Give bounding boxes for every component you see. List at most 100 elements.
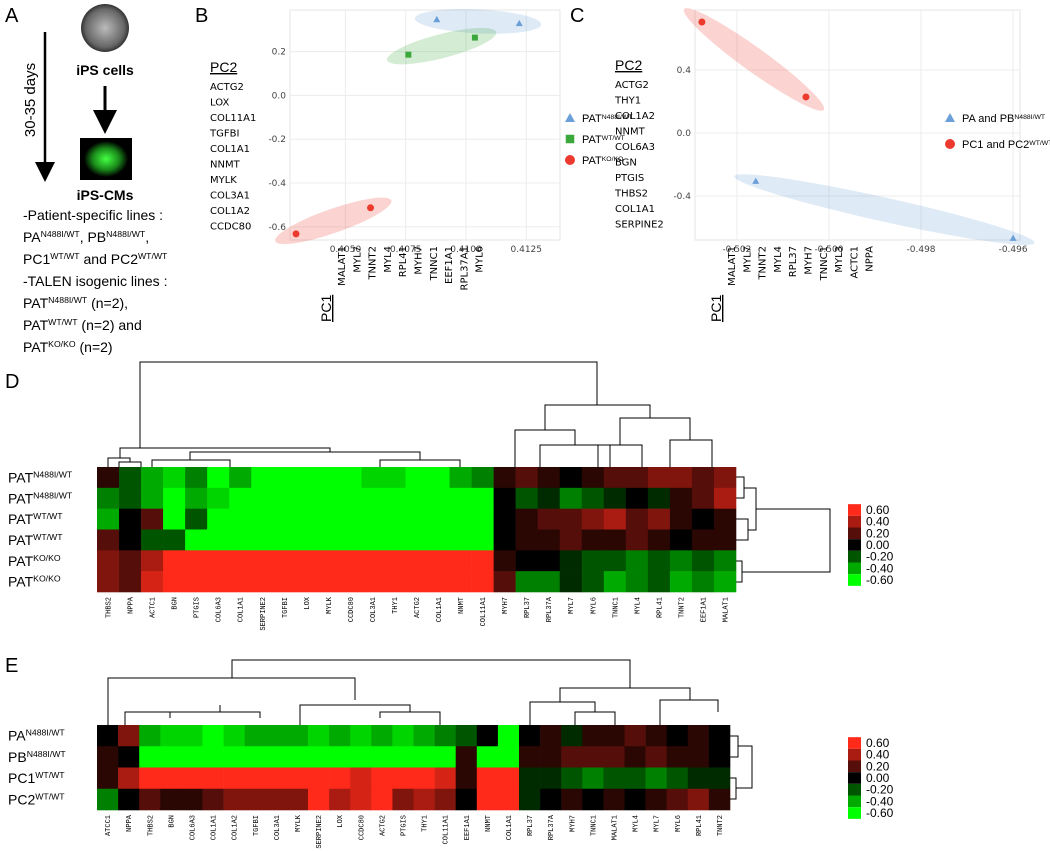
heat-cell bbox=[427, 467, 450, 489]
legend-label: PA and PBN488I/WT bbox=[962, 113, 1045, 125]
heat-cell bbox=[383, 467, 406, 489]
heat-cell bbox=[119, 550, 142, 572]
x-gene: MALAT1 bbox=[727, 246, 738, 286]
heat-cell bbox=[265, 767, 288, 790]
heat-cell bbox=[519, 767, 541, 790]
heat-cell bbox=[361, 529, 384, 551]
heat-cell bbox=[405, 529, 428, 551]
heat-cell bbox=[537, 487, 561, 509]
colorbar-swatch bbox=[848, 737, 861, 749]
y-tick-label: -0.4 bbox=[268, 179, 286, 189]
column-label: EEF1A1 bbox=[464, 815, 472, 840]
column-label: ATCC1 bbox=[105, 815, 113, 836]
heat-cell bbox=[471, 467, 494, 489]
column-label: TNNC1 bbox=[612, 597, 620, 618]
superscript: N488I/WT bbox=[106, 229, 146, 239]
x-gene: EEF1A1 bbox=[444, 246, 455, 284]
column-label: RPL37 bbox=[527, 815, 535, 836]
heat-cell bbox=[647, 467, 671, 489]
heat-cell bbox=[687, 725, 710, 747]
y-gene: COL6A3 bbox=[615, 142, 655, 153]
heat-cell bbox=[645, 746, 667, 768]
heat-cell bbox=[540, 767, 562, 790]
column-label: EEF1A1 bbox=[700, 597, 708, 622]
column-label: TGFBI bbox=[282, 597, 290, 618]
heat-cell bbox=[647, 571, 671, 593]
y-gene: NNMT bbox=[615, 127, 646, 138]
heat-cell bbox=[647, 487, 671, 509]
column-label: MYLK bbox=[326, 596, 334, 614]
heat-cell bbox=[244, 746, 267, 768]
heat-cell bbox=[163, 467, 186, 489]
heat-cell bbox=[691, 529, 715, 551]
heat-cell bbox=[603, 550, 627, 572]
heat-cell bbox=[308, 788, 330, 811]
legend-marker bbox=[565, 113, 575, 122]
x-gene: MYH7 bbox=[414, 246, 425, 275]
column-label: COL3A1 bbox=[370, 597, 378, 622]
heat-cell bbox=[708, 788, 731, 811]
heat-cell bbox=[559, 487, 583, 509]
heat-cell bbox=[118, 788, 140, 811]
heat-cell bbox=[471, 508, 494, 530]
y-tick-label: -0.6 bbox=[268, 223, 286, 233]
heat-cell bbox=[449, 571, 472, 593]
legend-marker bbox=[945, 139, 955, 149]
text-part: -TALEN isogenic lines : bbox=[23, 273, 167, 289]
y-gene: COL1A2 bbox=[615, 111, 655, 122]
text-part: PC1 bbox=[8, 770, 35, 786]
heat-cell bbox=[339, 550, 362, 572]
heat-cell bbox=[97, 767, 119, 790]
colorbar-label: 0.00 bbox=[866, 538, 890, 552]
heat-cell bbox=[666, 767, 689, 790]
heat-cell bbox=[181, 746, 203, 768]
superscript: WT/WT bbox=[138, 251, 168, 261]
legend-marker bbox=[565, 155, 575, 165]
row-label: PAN488I/WT bbox=[8, 728, 65, 744]
y-gene: THBS2 bbox=[614, 189, 648, 200]
point bbox=[1009, 234, 1017, 241]
y-gene: THY1 bbox=[614, 96, 641, 107]
colorbar-swatch bbox=[848, 772, 861, 784]
text-part: PC1 bbox=[23, 251, 50, 267]
x-gene: MYL3 bbox=[834, 246, 845, 273]
column-label: MYL6 bbox=[675, 815, 683, 832]
heat-cell bbox=[273, 467, 296, 489]
line-description: PATN488I/WT (n=2), bbox=[23, 295, 128, 311]
text-part: -Patient-specific lines : bbox=[23, 207, 163, 223]
heat-cell bbox=[581, 508, 605, 530]
panel-label: D bbox=[5, 371, 19, 393]
heat-cell bbox=[537, 571, 561, 593]
group-ellipse bbox=[734, 174, 1035, 245]
heat-cell bbox=[339, 529, 362, 551]
duration-label: 30-35 days bbox=[22, 63, 39, 137]
heat-cell bbox=[251, 529, 274, 551]
colorbar-label: 0.60 bbox=[866, 503, 890, 517]
colorbar-label: 0.20 bbox=[866, 526, 890, 540]
heat-cell bbox=[295, 467, 318, 489]
heat-cell bbox=[181, 788, 203, 811]
line-description: PAN488I/WT, PBN488I/WT, bbox=[23, 229, 149, 245]
heat-cell bbox=[392, 767, 414, 790]
heat-cell bbox=[361, 467, 384, 489]
colorbar-swatch bbox=[848, 748, 861, 761]
superscript: KO/KO bbox=[48, 339, 76, 349]
heat-cell bbox=[713, 529, 737, 551]
text-part: PB bbox=[8, 749, 27, 765]
heat-cell bbox=[207, 467, 230, 489]
heat-cell bbox=[691, 550, 715, 572]
heat-cell bbox=[160, 725, 182, 747]
heat-cell bbox=[244, 767, 267, 790]
heat-cell bbox=[581, 529, 605, 551]
y-gene: COL1A2 bbox=[210, 206, 250, 217]
superscript: N488I/WT bbox=[26, 728, 66, 738]
heat-cell bbox=[537, 550, 561, 572]
heat-cell bbox=[329, 788, 351, 811]
heat-cell bbox=[540, 788, 562, 811]
heat-cell bbox=[383, 529, 406, 551]
heat-cell bbox=[603, 508, 627, 530]
row-label: PC1WT/WT bbox=[8, 770, 65, 786]
heat-cell bbox=[476, 767, 499, 790]
y-tick-label: 0.4 bbox=[677, 66, 692, 76]
colorbar-label: 0.20 bbox=[866, 759, 890, 773]
